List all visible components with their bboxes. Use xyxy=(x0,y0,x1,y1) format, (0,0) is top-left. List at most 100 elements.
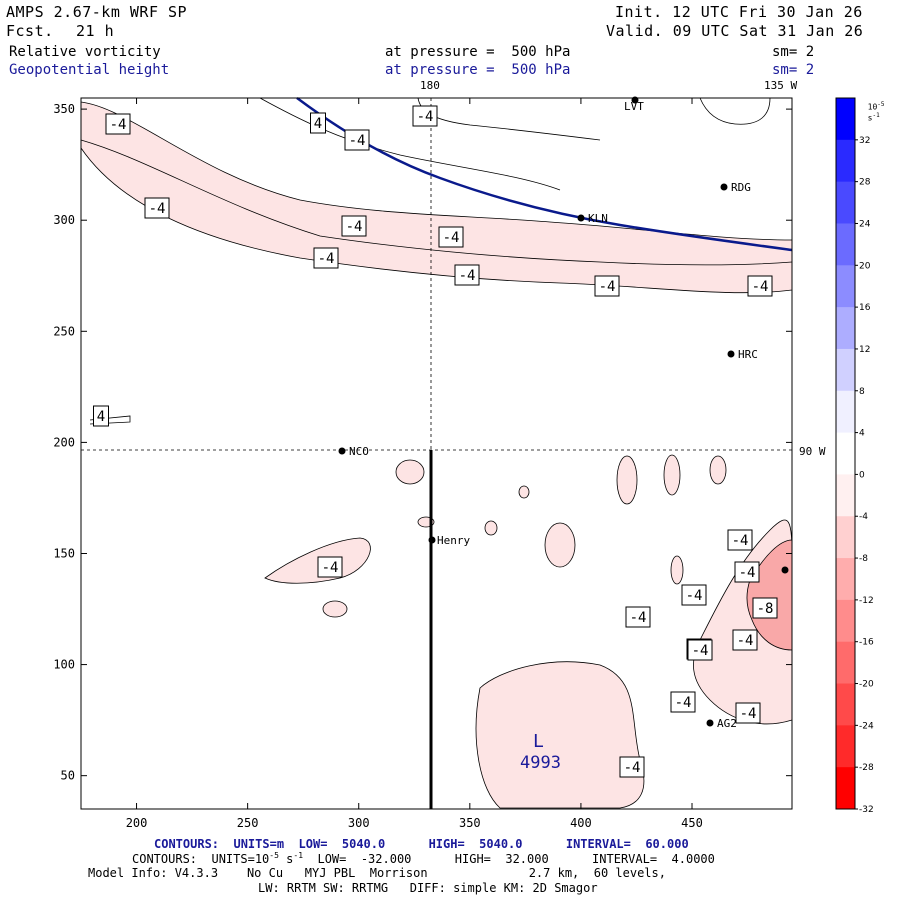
contour-line-3 xyxy=(699,97,771,125)
colorbar-segment xyxy=(836,558,855,601)
contour-label: -4 xyxy=(734,561,760,583)
model-title: AMPS 2.67-km WRF SP xyxy=(6,3,188,21)
svg-text:-4: -4 xyxy=(149,201,166,217)
contour-labels: -4-4-44-4-4-4-4-4 -4-44-4-4-4-4-4-8-4-4-4… xyxy=(93,105,778,778)
colorbar-label: 20 xyxy=(859,261,871,271)
vorticity-band-inner-line xyxy=(80,139,793,266)
colorbar-label: 32 xyxy=(859,136,870,146)
contour-label: -4 xyxy=(454,264,480,286)
svg-text:-4: -4 xyxy=(443,230,460,246)
svg-text:-4: -4 xyxy=(686,588,703,604)
colorbar-segment xyxy=(836,641,855,685)
contour-label: -4 xyxy=(687,639,713,661)
contour-label: -4 xyxy=(344,129,370,151)
colorbar-segment xyxy=(836,348,855,392)
svg-text:-4: -4 xyxy=(318,251,335,267)
lon-135w-label: 135 W xyxy=(764,79,798,92)
colorbar-segment xyxy=(836,683,855,726)
contour-label: -4 xyxy=(313,247,339,269)
svg-text:-4: -4 xyxy=(349,133,366,149)
colorbar-label: -4 xyxy=(859,512,868,522)
contour-line-1 xyxy=(259,97,561,191)
station-lvt: LVT xyxy=(624,100,644,113)
contour-label: -4 xyxy=(438,226,464,248)
colorbar-segment xyxy=(836,516,855,559)
vorticity-blob-3 xyxy=(663,454,681,496)
contour-label: -4 xyxy=(317,556,343,578)
colorbar-segment xyxy=(836,725,855,768)
contour-label: -4 xyxy=(412,105,438,127)
footer-model-info: Model Info: V4.3.3 No Cu MYJ PBL Morriso… xyxy=(88,866,666,880)
contour-label: 4 xyxy=(310,112,326,134)
field1-name: Relative vorticity xyxy=(9,44,161,60)
colorbar-label: 8 xyxy=(859,387,865,397)
low-center-marker: L xyxy=(533,731,544,752)
colorbar-segment xyxy=(836,767,855,810)
station-kln-dot xyxy=(577,214,585,222)
colorbar-segment xyxy=(836,390,855,434)
colorbar-frame xyxy=(835,97,856,810)
station-ag2-dot xyxy=(706,719,714,727)
station-rdg: RDG xyxy=(731,181,751,194)
vorticity-blob-1 xyxy=(544,522,576,568)
vorticity-blob-7 xyxy=(484,520,498,536)
station-ag2: AG2 xyxy=(717,717,737,730)
footer-physics: LW: RRTM SW: RRTMG DIFF: simple KM: 2D S… xyxy=(258,881,598,895)
station-nco-dot xyxy=(338,447,346,455)
contour-label: -4 xyxy=(619,756,645,778)
station-east-dot xyxy=(781,566,789,574)
lon-180-label: 180 xyxy=(420,79,440,92)
contour-label: -4 xyxy=(625,606,651,628)
station-nco: NCO xyxy=(349,445,369,458)
svg-text:-4: -4 xyxy=(732,533,749,549)
colorbar: 32 28 24 20 16 12 8 4 0 -4 -8 -12 -16 -20 -24 -28 -32 xyxy=(835,97,874,815)
colorbar-segment xyxy=(836,432,855,475)
y-tick-label: 250 xyxy=(53,324,75,338)
contour-label: -4 xyxy=(594,275,620,297)
init-time: Init. 12 UTC Fri 30 Jan 26 xyxy=(615,3,863,21)
colorbar-label: -24 xyxy=(859,721,874,731)
colorbar-segment xyxy=(836,265,855,308)
svg-text:-4: -4 xyxy=(740,706,757,722)
contour-label: -4 xyxy=(727,529,753,551)
colorbar-label: 24 xyxy=(859,219,871,229)
field1-smoothing: sm= 2 xyxy=(772,44,815,60)
contour-label: -4 xyxy=(681,584,707,606)
vorticity-blob-4 xyxy=(709,455,727,485)
svg-text:-4: -4 xyxy=(322,560,339,576)
y-tick-label: 350 xyxy=(53,102,75,116)
contour-label: 4 xyxy=(93,405,109,427)
footer-contours-line1: CONTOURS: UNITS=m LOW= 5040.0 HIGH= 5040… xyxy=(154,837,689,851)
colorbar-label: -20 xyxy=(859,680,874,690)
colorbar-segment xyxy=(836,474,855,517)
x-tick-label: 350 xyxy=(459,816,481,830)
colorbar-segment xyxy=(836,223,855,266)
y-tick-label: 50 xyxy=(61,769,75,783)
svg-text:-4: -4 xyxy=(630,610,647,626)
colorbar-label: -32 xyxy=(859,805,874,815)
svg-text:4: 4 xyxy=(314,116,322,132)
colorbar-label: -8 xyxy=(859,554,868,564)
colorbar-label: 4 xyxy=(859,429,865,439)
field2-name: Geopotential height xyxy=(9,62,170,78)
colorbar-segment xyxy=(836,139,855,183)
svg-text:-4: -4 xyxy=(624,760,641,776)
colorbar-label: -12 xyxy=(859,596,874,606)
y-tick-label: 100 xyxy=(53,658,75,672)
contour-label: -4 xyxy=(670,691,696,713)
colorbar-label: -16 xyxy=(859,638,874,648)
axes: 200 250 300 350 400 450 50 100 150 200 250 300 350 xyxy=(53,98,792,830)
svg-text:4: 4 xyxy=(97,409,105,425)
contour-label: -4 xyxy=(144,197,170,219)
colorbar-segment xyxy=(836,98,855,141)
vorticity-blob-6 xyxy=(518,485,530,499)
x-tick-label: 400 xyxy=(570,816,592,830)
svg-text:-4: -4 xyxy=(110,117,127,133)
plot-frame xyxy=(80,97,793,810)
contour-small-left xyxy=(89,415,131,425)
x-tick-label: 300 xyxy=(348,816,370,830)
svg-text:-4: -4 xyxy=(459,268,476,284)
y-tick-label: 150 xyxy=(53,546,75,560)
colorbar-segment xyxy=(836,307,855,350)
vorticity-blob-5 xyxy=(322,600,348,618)
